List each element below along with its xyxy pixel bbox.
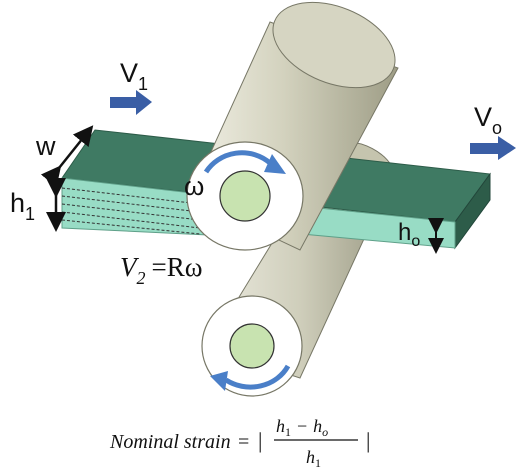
w-dimension: [40, 125, 94, 188]
lower-roller-front: [201, 295, 303, 397]
lower-roller-hub: [229, 323, 275, 369]
strip-layer-lines: [61, 187, 201, 235]
lower-rotation-arrow: [224, 364, 291, 390]
ho-label: ho: [398, 219, 420, 250]
w-label: w: [35, 131, 56, 161]
formula-bar-left: |: [258, 428, 262, 453]
v1-arrow: [110, 90, 152, 115]
formula-bar-right: |: [366, 428, 370, 453]
omega-label: ω: [184, 171, 204, 201]
v1-label: V1: [120, 58, 148, 94]
upper-roller-hub: [219, 170, 271, 222]
vo-label: Vo: [474, 102, 502, 138]
formula-lhs: Nominal strain: [109, 431, 231, 453]
formula-denominator: h1: [306, 447, 321, 470]
h1-label: h1: [10, 188, 35, 224]
upper-rotation-arrow: [203, 150, 272, 174]
formula-equals: =: [238, 431, 249, 453]
nominal-strain-formula: Nominal strain = | h1− ho h1 |: [109, 416, 370, 470]
v2-label: V2 =Rω: [120, 252, 203, 288]
upper-roller: [186, 1, 399, 251]
formula-numerator: h1− ho: [276, 416, 328, 439]
vo-arrow: [470, 136, 516, 160]
